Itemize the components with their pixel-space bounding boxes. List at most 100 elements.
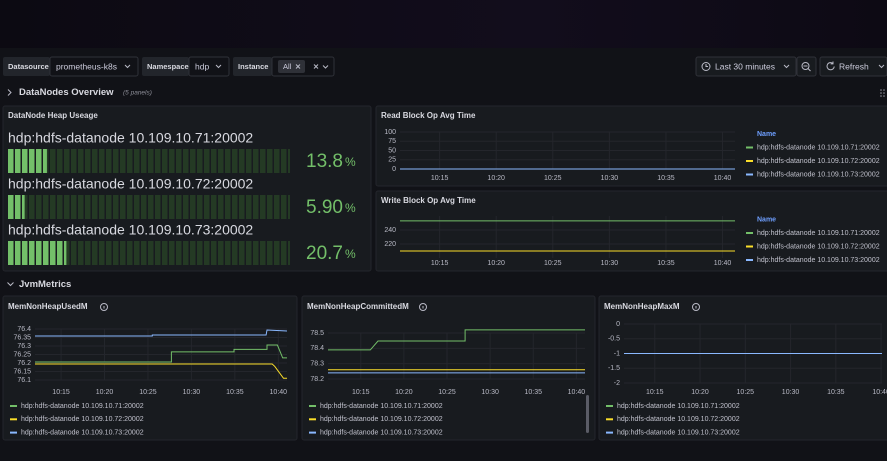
row-title[interactable]: DataNodes Overview — [19, 87, 114, 98]
variable-value: hdp — [195, 61, 209, 71]
legend-label: hdp:hdfs-datanode 10.109.10.73:20002 — [757, 171, 880, 178]
x-tick-label: 10:15 — [431, 175, 449, 182]
y-tick-label: 78.4 — [310, 345, 324, 352]
legend-label: hdp:hdfs-datanode 10.109.10.71:20002 — [21, 403, 144, 410]
refresh-button[interactable] — [819, 56, 887, 77]
x-tick-label: 10:35 — [657, 260, 675, 267]
x-tick-label: 10:15 — [431, 260, 449, 267]
variable-label-box — [3, 57, 50, 76]
info-icon[interactable] — [100, 303, 108, 311]
legend-label: hdp:hdfs-datanode 10.109.10.72:20002 — [21, 416, 144, 423]
y-tick-label: 50 — [388, 147, 396, 154]
gauge-label: hdp:hdfs-datanode 10.109.10.72:20002 — [8, 176, 253, 192]
x-tick-label: 10:40 — [568, 389, 586, 396]
x-tick-label: 10:25 — [737, 389, 755, 396]
time-picker[interactable] — [695, 56, 797, 77]
panel-title: MemNonHeapUsedM — [8, 302, 88, 311]
top-bar — [0, 0, 887, 48]
x-tick-label: 10:30 — [601, 175, 619, 182]
x-tick-label: 10:15 — [646, 389, 664, 396]
variable-label-box — [233, 57, 272, 76]
gauge-label: hdp:hdfs-datanode 10.109.10.71:20002 — [8, 130, 253, 146]
clear[interactable] — [313, 64, 319, 69]
gauge-track — [8, 149, 290, 173]
panel-title: MemNonHeapCommittedM — [307, 302, 409, 311]
x-tick-label: 10:20 — [487, 175, 505, 182]
x-tick-label: 10:25 — [438, 389, 456, 396]
scrollbar[interactable] — [586, 395, 589, 433]
variable-label: Namespace — [147, 62, 189, 71]
variable-label-box — [142, 57, 189, 76]
chevron — [322, 65, 329, 69]
gauge-bar — [8, 195, 25, 219]
variable-select[interactable] — [188, 56, 230, 77]
x-tick-label: 10:35 — [657, 175, 675, 182]
gauge-value: 20.7 — [306, 243, 343, 264]
legend-header: Name — [757, 131, 776, 138]
gauge-value: 13.8 — [306, 151, 343, 172]
refresh-label: Refresh — [839, 61, 869, 71]
toolbar: Datasource prometheus-k8s Namespace hdp … — [3, 56, 887, 77]
legend-label: hdp:hdfs-datanode 10.109.10.72:20002 — [757, 158, 880, 165]
variable-label: Datasource — [8, 62, 49, 71]
legend-label: hdp:hdfs-datanode 10.109.10.71:20002 — [757, 230, 880, 237]
x-tick-label: 10:40 — [872, 389, 887, 396]
panel — [2, 295, 298, 441]
gauge-value: 5.90 — [306, 197, 343, 218]
row-expander[interactable] — [7, 282, 14, 287]
panel-title: Write Block Op Avg Time — [381, 196, 476, 205]
y-tick-label: -1 — [614, 350, 620, 357]
row-title[interactable]: JvmMetrics — [19, 279, 71, 290]
chip-remove[interactable] — [295, 64, 301, 69]
y-tick-label: 76.1 — [17, 377, 31, 384]
row-expander[interactable] — [7, 89, 12, 96]
drag-handle[interactable] — [880, 89, 885, 97]
chevron — [783, 64, 790, 69]
y-tick-label: 76.3 — [17, 343, 31, 350]
y-tick-label: 0 — [392, 166, 396, 173]
gauge-bar — [8, 149, 47, 173]
series-line — [35, 329, 288, 337]
series-line — [35, 363, 287, 379]
x-tick-label: 10:20 — [487, 260, 505, 267]
chip[interactable] — [278, 60, 305, 73]
x-tick-label: 10:40 — [270, 389, 288, 396]
chevron — [215, 64, 222, 69]
x-tick-label: 10:35 — [226, 389, 244, 396]
x-tick-label: 10:30 — [481, 389, 499, 396]
info-icon[interactable] — [692, 303, 700, 311]
chevron — [878, 64, 885, 69]
x-tick-label: 10:30 — [183, 389, 201, 396]
gauge-bar — [8, 241, 67, 265]
x-tick-label: 10:25 — [544, 260, 562, 267]
legend-label: hdp:hdfs-datanode 10.109.10.72:20002 — [617, 416, 740, 423]
legend-label: hdp:hdfs-datanode 10.109.10.73:20002 — [320, 429, 443, 436]
gauge-track — [8, 195, 290, 219]
series-line — [35, 344, 287, 363]
panel — [2, 105, 372, 272]
footer-space — [0, 446, 887, 461]
clock-hands — [705, 64, 708, 67]
chevron — [124, 64, 131, 69]
y-tick-label: 76.25 — [13, 351, 31, 358]
y-tick-label: -1.5 — [608, 365, 620, 372]
x-tick-label: 10:20 — [691, 389, 709, 396]
refresh-icon — [826, 61, 835, 71]
info-icon[interactable] — [419, 303, 427, 311]
gauge-unit: % — [345, 155, 356, 169]
legend-label: hdp:hdfs-datanode 10.109.10.71:20002 — [757, 144, 880, 151]
y-tick-label: 25 — [388, 157, 396, 164]
legend-label: hdp:hdfs-datanode 10.109.10.71:20002 — [617, 403, 740, 410]
series-line — [328, 329, 585, 351]
variable-select[interactable] — [49, 56, 139, 77]
y-tick-label: 240 — [384, 227, 396, 234]
y-tick-label: 78.2 — [310, 376, 324, 383]
legend-label: hdp:hdfs-datanode 10.109.10.73:20002 — [617, 429, 740, 436]
y-tick-label: 78.3 — [310, 361, 324, 368]
y-tick-label: 76.15 — [13, 368, 31, 375]
x-tick-label: 10:35 — [827, 389, 845, 396]
y-tick-label: 75 — [388, 138, 396, 145]
time-range: Last 30 minutes — [715, 61, 775, 71]
